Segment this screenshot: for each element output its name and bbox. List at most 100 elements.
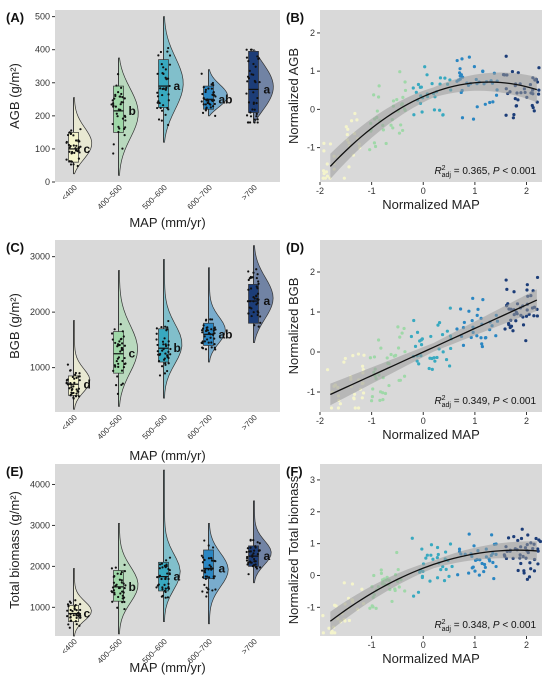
sample-point bbox=[76, 150, 79, 153]
sample-point bbox=[69, 613, 72, 616]
scatter-point bbox=[460, 57, 464, 61]
sample-point bbox=[165, 328, 169, 331]
sample-point bbox=[112, 589, 116, 592]
sample-point bbox=[77, 146, 80, 149]
sample-point bbox=[203, 335, 206, 338]
sample-point bbox=[204, 577, 207, 580]
sample-point bbox=[201, 556, 205, 559]
scatter-point bbox=[483, 565, 487, 570]
sample-point bbox=[208, 576, 211, 579]
sample-point bbox=[120, 86, 123, 89]
x-tick-label-2: 500–600 bbox=[141, 413, 170, 442]
sample-point bbox=[68, 626, 71, 629]
x-tick-label: 2 bbox=[524, 640, 529, 650]
sample-point bbox=[77, 157, 81, 160]
sample-point bbox=[112, 105, 115, 108]
sample-point bbox=[253, 79, 256, 83]
sample-point bbox=[204, 103, 207, 106]
scatter-point bbox=[379, 346, 383, 350]
scatter-point bbox=[360, 587, 364, 591]
fit-line bbox=[330, 299, 538, 396]
sample-point bbox=[161, 72, 164, 75]
scatter-point bbox=[350, 582, 355, 586]
sample-point bbox=[160, 325, 163, 329]
sample-point bbox=[76, 389, 79, 393]
y-tick-label: 100 bbox=[35, 144, 50, 154]
y-tick-label: 0 bbox=[45, 177, 50, 187]
x-tick-label-2: 500–600 bbox=[141, 183, 170, 212]
sample-point bbox=[124, 584, 127, 587]
scatter-point bbox=[372, 355, 377, 359]
sample-point bbox=[124, 119, 127, 122]
sample-point bbox=[114, 365, 117, 368]
sample-point bbox=[156, 343, 159, 347]
scatter-point bbox=[458, 307, 463, 311]
sample-point bbox=[118, 578, 121, 581]
sample-point bbox=[114, 93, 117, 96]
sample-point bbox=[66, 615, 69, 618]
scatter-point bbox=[529, 567, 533, 571]
scatter-point bbox=[443, 76, 447, 80]
sample-point bbox=[123, 344, 127, 347]
sample-point bbox=[162, 343, 165, 346]
sample-point bbox=[75, 616, 78, 619]
sample-point bbox=[259, 321, 262, 324]
scatter-point bbox=[342, 581, 346, 585]
x-tick-label: 2 bbox=[524, 416, 529, 426]
sample-point bbox=[120, 383, 123, 387]
sample-point bbox=[164, 587, 167, 590]
scatter-point bbox=[429, 334, 433, 339]
sample-point bbox=[65, 381, 68, 384]
scatter-point bbox=[484, 336, 488, 340]
scatter-point bbox=[325, 162, 329, 166]
y-tick-label: 4000 bbox=[30, 479, 50, 489]
sample-point bbox=[75, 392, 78, 395]
sample-point bbox=[257, 57, 261, 60]
confidence-band bbox=[330, 72, 537, 179]
scatter-point bbox=[378, 398, 382, 403]
box-3 bbox=[203, 549, 214, 580]
scatter-point bbox=[400, 331, 404, 335]
scatter-point bbox=[471, 296, 475, 300]
r-symbol: R bbox=[434, 620, 441, 631]
y-tick-label: -1 bbox=[307, 143, 315, 153]
sample-point bbox=[246, 121, 250, 124]
sample-point bbox=[167, 319, 170, 323]
sample-point bbox=[79, 603, 82, 606]
scatter-point bbox=[375, 109, 379, 113]
sample-point bbox=[116, 572, 119, 575]
sample-point bbox=[167, 582, 170, 585]
sample-point bbox=[164, 596, 167, 599]
scatter-point bbox=[398, 70, 402, 74]
sample-point bbox=[121, 601, 124, 604]
r-symbol: R bbox=[434, 396, 441, 407]
sample-point bbox=[254, 65, 257, 68]
sample-point bbox=[250, 48, 253, 51]
scatter-point bbox=[430, 82, 434, 86]
sample-point bbox=[167, 123, 170, 127]
group-letter-1: b bbox=[129, 104, 136, 118]
scatter-point bbox=[472, 544, 476, 548]
scatter-point bbox=[448, 306, 452, 310]
scatter-point bbox=[345, 132, 349, 137]
sample-point bbox=[214, 114, 217, 117]
sample-point bbox=[167, 567, 170, 571]
sample-point bbox=[111, 591, 114, 594]
sample-point bbox=[124, 126, 127, 129]
scatter-point bbox=[439, 568, 443, 572]
sample-point bbox=[114, 341, 117, 345]
sample-point bbox=[77, 395, 81, 398]
panel-label: (A) bbox=[6, 10, 24, 25]
sample-point bbox=[161, 566, 164, 569]
sample-point bbox=[246, 547, 249, 550]
scatter-point bbox=[467, 55, 471, 59]
sample-point bbox=[203, 340, 206, 343]
sample-point bbox=[120, 581, 123, 584]
y-tick-label: 500 bbox=[35, 12, 50, 22]
scatter-point bbox=[455, 58, 459, 63]
sample-point bbox=[74, 139, 78, 142]
sample-point bbox=[255, 102, 258, 105]
scatter-point bbox=[397, 585, 401, 589]
scatter-point bbox=[394, 353, 398, 357]
sample-point bbox=[159, 50, 163, 54]
